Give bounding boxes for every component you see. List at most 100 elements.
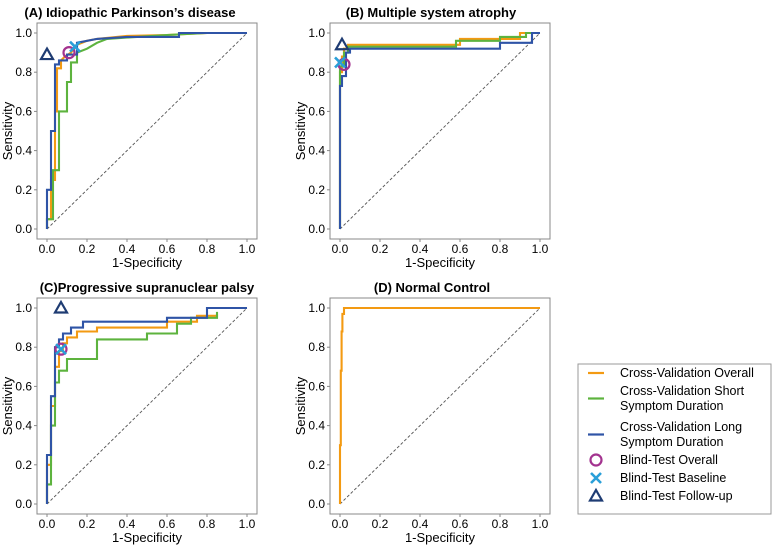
y-tick-label: 0.6 [308, 379, 325, 393]
x-tick-label: 0.6 [452, 242, 469, 256]
legend-swatch-blind_followup [588, 487, 604, 502]
y-tick-label: 1.0 [308, 301, 325, 315]
legend-label-line2: Symptom Duration [620, 435, 724, 449]
panel-frame [36, 22, 258, 240]
point-blind_followup [53, 299, 69, 314]
y-tick-label: 1.0 [15, 26, 32, 40]
x-tick-label: 0.4 [412, 242, 429, 256]
y-tick-label: 0.4 [15, 419, 32, 433]
point-blind_overall [54, 342, 68, 356]
roc-curve-overall [45, 313, 219, 504]
y-tick-label: 0.8 [308, 65, 325, 79]
y-tick-label: 0.0 [15, 497, 32, 511]
roc-curve-overall [338, 306, 540, 504]
panel-frame [36, 297, 258, 515]
legend-box [577, 363, 772, 515]
x-tick-label: 0.6 [159, 517, 176, 531]
x-tick-label: 0.2 [372, 517, 389, 531]
y-tick-label: 0.4 [15, 144, 32, 158]
y-axis-label: Sensitivity [293, 376, 308, 435]
panel-frame [329, 22, 551, 240]
y-tick-label: 0.2 [15, 183, 32, 197]
x-tick-label: 0.0 [332, 242, 349, 256]
point-blind_baseline [334, 56, 346, 69]
y-tick-label: 0.4 [308, 144, 325, 158]
x-axis-label: 1-Specificity [112, 255, 183, 270]
x-tick-label: 0.2 [79, 517, 96, 531]
roc-curve-long [338, 31, 540, 229]
roc-panel-d: (D) Normal Control 0.0 0.0 0.2 0.2 0.4 0.4 0.6 0… [293, 280, 551, 545]
x-tick-label: 0.2 [79, 242, 96, 256]
legend-label: Cross-Validation Overall [620, 366, 754, 380]
legend-label: Blind-Test Baseline [620, 471, 726, 485]
y-tick-label: 0.6 [15, 379, 32, 393]
chance-diagonal [339, 32, 541, 230]
roc-panel-b: (B) Multiple system atrophy 0.0 0.0 0.2 0.2 0… [293, 5, 551, 270]
point-blind_baseline [69, 40, 81, 53]
x-tick-label: 0.6 [452, 517, 469, 531]
y-tick-label: 0.0 [308, 222, 325, 236]
y-tick-label: 1.0 [308, 26, 325, 40]
panel-title: (D) Normal Control [374, 280, 490, 295]
y-tick-label: 0.8 [15, 65, 32, 79]
y-tick-label: 0.2 [308, 458, 325, 472]
x-tick-label: 0.8 [492, 242, 509, 256]
legend: Cross-Validation Overall Cross-Validation… [577, 363, 772, 515]
legend-label: Cross-Validation Short [620, 384, 745, 398]
x-tick-label: 0.8 [492, 517, 509, 531]
chance-diagonal [46, 307, 248, 505]
panel-title: (B) Multiple system atrophy [346, 5, 517, 20]
legend-label: Blind-Test Overall [620, 453, 718, 467]
panel-frame [329, 297, 551, 515]
x-tick-label: 1.0 [532, 242, 549, 256]
y-tick-label: 0.6 [308, 104, 325, 118]
x-tick-label: 0.0 [39, 242, 56, 256]
y-tick-label: 0.0 [15, 222, 32, 236]
x-tick-label: 0.8 [199, 517, 216, 531]
roc-curve-long [45, 306, 247, 504]
roc-curve-short [45, 311, 219, 504]
point-blind_overall [62, 45, 76, 60]
x-tick-label: 0.2 [372, 242, 389, 256]
y-tick-label: 1.0 [15, 301, 32, 315]
chance-diagonal [46, 32, 248, 230]
x-tick-label: 0.4 [119, 517, 136, 531]
y-axis-label: Sensitivity [293, 101, 308, 160]
y-axis-label: Sensitivity [0, 101, 15, 160]
roc-panel-a: (A) Idiopathic Parkinson’s disease 0.0 0.0… [0, 5, 258, 270]
x-axis-label: 1-Specificity [405, 530, 476, 545]
x-tick-label: 1.0 [532, 517, 549, 531]
chance-diagonal [339, 307, 541, 505]
x-tick-label: 0.4 [119, 242, 136, 256]
y-tick-label: 0.4 [308, 419, 325, 433]
x-tick-label: 0.6 [159, 242, 176, 256]
point-blind_baseline [55, 343, 67, 356]
y-tick-label: 0.6 [15, 104, 32, 118]
x-tick-label: 1.0 [239, 242, 256, 256]
legend-swatch-blind_overall [589, 453, 603, 467]
panel-title: (A) Idiopathic Parkinson’s disease [24, 5, 235, 20]
roc-panel-c: (C)Progressive supranuclear palsy 0.0 0.0 0… [0, 280, 258, 545]
y-tick-label: 0.0 [308, 497, 325, 511]
legend-label-line2: Symptom Duration [620, 399, 724, 413]
x-tick-label: 1.0 [239, 517, 256, 531]
legend-label: Cross-Validation Long [620, 420, 742, 434]
point-blind_followup [334, 36, 350, 51]
y-tick-label: 0.2 [308, 183, 325, 197]
x-axis-label: 1-Specificity [112, 530, 183, 545]
y-axis-label: Sensitivity [0, 376, 15, 435]
x-tick-label: 0.0 [332, 517, 349, 531]
x-tick-label: 0.0 [39, 517, 56, 531]
legend-label: Blind-Test Follow-up [620, 489, 733, 503]
panel-title: (C)Progressive supranuclear palsy [40, 280, 255, 295]
x-tick-label: 0.8 [199, 242, 216, 256]
y-tick-label: 0.8 [15, 340, 32, 354]
x-axis-label: 1-Specificity [405, 255, 476, 270]
y-tick-label: 0.8 [308, 340, 325, 354]
point-blind_followup [39, 46, 55, 61]
x-tick-label: 0.4 [412, 517, 429, 531]
y-tick-label: 0.2 [15, 458, 32, 472]
legend-swatch-blind_baseline [590, 472, 602, 484]
roc-curve-long [45, 31, 247, 229]
